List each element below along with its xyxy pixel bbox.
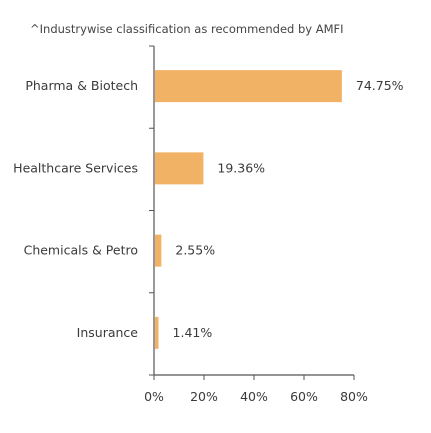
x-tick-label: 0% [144,389,164,404]
bar [155,70,342,103]
category-label: Pharma & Biotech [25,78,138,93]
x-tick-label: 20% [190,389,218,404]
x-tick-label: 80% [340,389,368,404]
data-label: 74.75% [356,78,404,93]
chart-bars [155,70,342,349]
data-label: 2.55% [175,243,215,258]
x-tick-label: 60% [290,389,318,404]
category-label: Chemicals & Petro [24,243,138,258]
footnote: ^Industrywise classification as recommen… [30,22,344,36]
data-label: 1.41% [173,325,213,340]
data-label: 19.36% [217,160,265,175]
bar [155,152,204,185]
bar [155,234,162,267]
chart-axes [149,45,355,380]
x-tick-label: 40% [240,389,268,404]
bar [155,316,159,349]
category-label: Insurance [77,325,139,340]
chart-labels: 0% 20% 40% 60% 80% Pharma & Biotech 74.75% Heal… [13,78,403,404]
category-label: Healthcare Services [13,160,138,175]
